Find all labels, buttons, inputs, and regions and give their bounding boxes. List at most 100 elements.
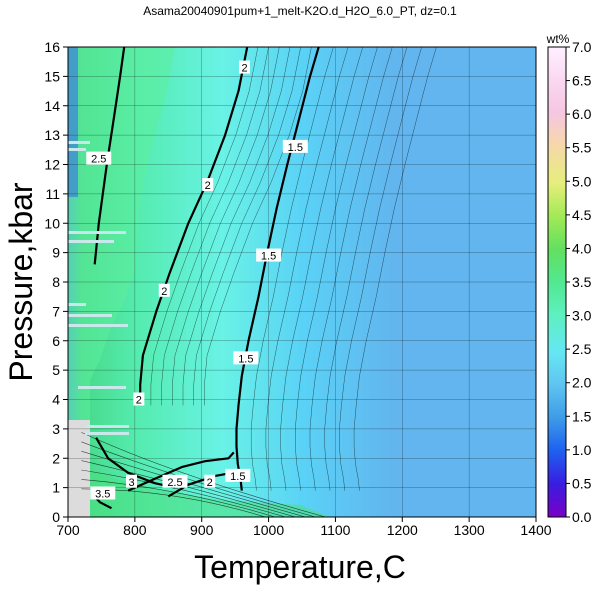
artifact-bar (85, 425, 129, 428)
artifact-bar (78, 386, 126, 389)
colorbar-tick-label: 5.5 (572, 140, 592, 156)
artifact-bars (68, 141, 129, 435)
contour-label-bg (256, 248, 282, 262)
x-tick-label: 1400 (520, 522, 551, 538)
contour-label: 2 (133, 392, 145, 407)
x-axis-label: Temperature,C (194, 549, 406, 585)
contour-label-bg (133, 392, 145, 406)
contour-label-bg (204, 474, 216, 488)
y-tick-label: 1 (52, 480, 60, 496)
artifact-bar (68, 148, 86, 151)
colorbar-tick-label: 7.0 (572, 39, 592, 55)
colorbar-tick-label: 2.5 (572, 341, 592, 357)
contour-label-bg (282, 139, 308, 153)
contour-label-bg (90, 486, 116, 500)
contour-label-text: 2 (241, 63, 247, 75)
artifact-bar (85, 432, 129, 435)
y-tick-label: 13 (44, 127, 60, 143)
contour-label-bg (233, 351, 259, 365)
heatmap-blue-strip (68, 47, 78, 197)
y-tick-label: 0 (52, 509, 60, 525)
contour-line (139, 47, 249, 406)
y-tick-label: 8 (52, 274, 60, 290)
colorbar-ticks: 0.0 0.5 1.0 1.5 2.0 2.5 3.0 3.5 4.0 4.5 5.0 5.5 6.0 6… (566, 39, 592, 525)
chart-title: Asama20040901pum+1_melt-K2O.d_H2O_6.0_PT… (143, 4, 457, 18)
colorbar-tick-label: 0.0 (572, 509, 592, 525)
x-axis: 700 800 900 1000 1100 1200 1300 1400 (56, 517, 552, 538)
contour-line (95, 437, 176, 489)
contour-line (235, 47, 320, 491)
contour-label-bg (126, 474, 138, 488)
y-tick-label: 10 (44, 215, 60, 231)
contour-label-text: 1.5 (238, 353, 253, 365)
colorbar-tick-label: 5.0 (572, 173, 592, 189)
contour-label: 2.5 (86, 151, 112, 166)
artifact-bar (68, 314, 112, 317)
contour-label-text: 1.5 (261, 251, 276, 263)
artifact-bar (68, 141, 90, 144)
heatmap-low-pressure-band (90, 470, 330, 517)
y-tick-label: 9 (52, 245, 60, 261)
y-tick-label: 15 (44, 68, 60, 84)
colorbar-tick-label: 4.5 (572, 207, 592, 223)
artifact-bar (68, 231, 126, 234)
artifact-bar (68, 324, 128, 327)
y-tick-label: 4 (52, 392, 60, 408)
contour-label-bg (158, 283, 170, 297)
colorbar-tick-label: 1.5 (572, 408, 592, 424)
colorbar-tick-label: 1.0 (572, 442, 592, 458)
x-tick-label: 900 (190, 522, 214, 538)
plot-area: 2 2 2 2 2 1.5 1.5 1.5 1.5 2.5 2.5 3 3.5 (68, 47, 536, 517)
contour-labels: 2 2 2 2 2 1.5 1.5 1.5 1.5 2.5 2.5 3 3.5 (86, 60, 308, 501)
y-tick-label: 6 (52, 333, 60, 349)
contour-label-bg (202, 178, 214, 192)
contour-label-text: 2.5 (91, 154, 106, 166)
contour-label-text: 2 (136, 395, 142, 407)
thin-contour-line (81, 432, 326, 517)
contour-label-text: 2.5 (167, 477, 182, 489)
contour-label: 1.5 (233, 351, 259, 365)
contour-label: 2 (158, 283, 170, 298)
colorbar (547, 46, 567, 518)
x-tick-label: 1100 (320, 522, 350, 538)
contour-label-text: 1.5 (230, 471, 245, 483)
contour-line (167, 471, 232, 498)
artifact-bar (68, 303, 86, 306)
colorbar-tick-label: 4.0 (572, 240, 592, 256)
y-tick-label: 7 (52, 303, 60, 319)
x-tick-label: 1200 (387, 522, 418, 538)
contour-label-bg (225, 468, 251, 482)
contour-label-text: 3 (128, 477, 134, 489)
contour-label: 1.5 (282, 139, 308, 154)
contour-label: 2 (204, 474, 216, 489)
contour-label-bg (239, 60, 251, 74)
contour-label-bg (162, 474, 188, 488)
contour-label: 2 (239, 60, 251, 75)
x-tick-label: 700 (56, 522, 80, 538)
colorbar-tick-label: 0.5 (572, 475, 592, 491)
contour-label-text: 2 (207, 477, 213, 489)
y-tick-label: 2 (52, 450, 60, 466)
y-tick-label: 12 (44, 157, 60, 173)
colorbar-tick-label: 3.5 (572, 274, 592, 290)
contour-label: 3 (126, 474, 138, 489)
y-tick-label: 14 (44, 98, 60, 114)
unstable-region (68, 420, 90, 517)
contour-label: 1.5 (256, 248, 282, 263)
contour-label: 1.5 (225, 468, 251, 483)
y-tick-label: 16 (44, 39, 60, 55)
colorbar-tick-label: 6.0 (572, 106, 592, 122)
contour-label-text: 3.5 (95, 489, 110, 501)
contour-label-text: 2 (205, 180, 211, 192)
colorbar-tick-label: 3.0 (572, 308, 592, 324)
y-tick-label: 5 (52, 362, 60, 378)
artifact-bar (68, 240, 114, 243)
colorbar-title: wt% (546, 32, 570, 46)
x-tick-label: 800 (123, 522, 147, 538)
colorbar-tick-label: 6.5 (572, 73, 592, 89)
contour-label: 2 (202, 178, 214, 192)
y-tick-label: 3 (52, 421, 60, 437)
